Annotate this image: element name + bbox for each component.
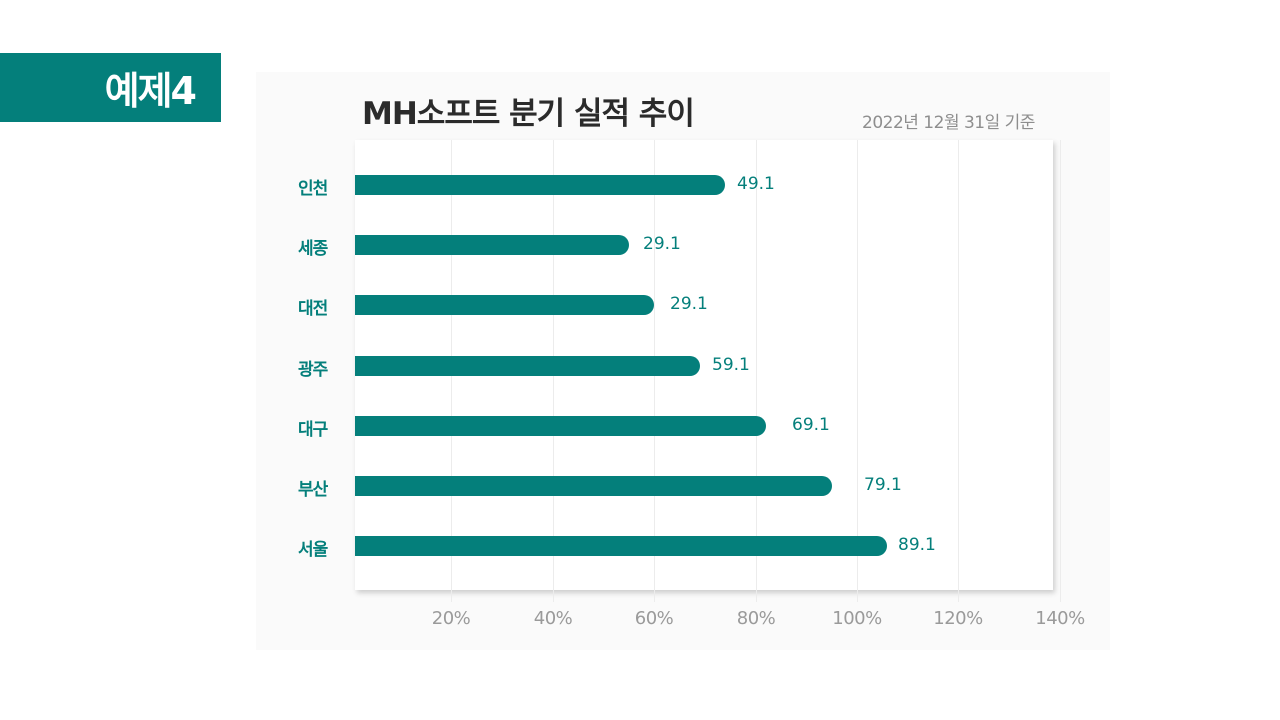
category-label: 부산: [298, 480, 328, 500]
example-badge: 예제4: [0, 53, 221, 122]
x-tick-label: 140%: [1035, 608, 1085, 629]
bar: [355, 416, 766, 436]
date-note: 2022년 12월 31일 기준: [862, 113, 1035, 133]
category-label: 세종: [298, 239, 328, 259]
bar: [355, 356, 700, 376]
bar: [355, 536, 887, 556]
x-tick-label: 40%: [533, 608, 573, 629]
x-tick-label: 20%: [431, 608, 471, 629]
data-label: 89.1: [898, 535, 936, 555]
bar: [355, 175, 725, 195]
x-tick-label: 80%: [736, 608, 776, 629]
chart-title: MH소프트 분기 실적 추이: [362, 96, 695, 132]
category-label: 대구: [298, 420, 328, 440]
gridline: [756, 140, 757, 602]
category-label: 인천: [298, 179, 328, 199]
gridline: [958, 140, 959, 602]
data-label: 49.1: [737, 174, 775, 194]
data-label: 29.1: [643, 234, 681, 254]
category-label: 광주: [298, 360, 328, 380]
gridline: [857, 140, 858, 602]
data-label: 79.1: [864, 475, 902, 495]
data-label: 59.1: [712, 355, 750, 375]
bar: [355, 235, 629, 255]
bar: [355, 295, 654, 315]
gridline: [1060, 140, 1061, 602]
data-label: 29.1: [670, 294, 708, 314]
x-tick-label: 100%: [832, 608, 882, 629]
bar: [355, 476, 832, 496]
category-label: 서울: [298, 540, 328, 560]
example-badge-label: 예제4: [104, 69, 197, 113]
data-label: 69.1: [792, 415, 830, 435]
x-tick-label: 60%: [634, 608, 674, 629]
x-tick-label: 120%: [933, 608, 983, 629]
category-label: 대전: [298, 299, 328, 319]
